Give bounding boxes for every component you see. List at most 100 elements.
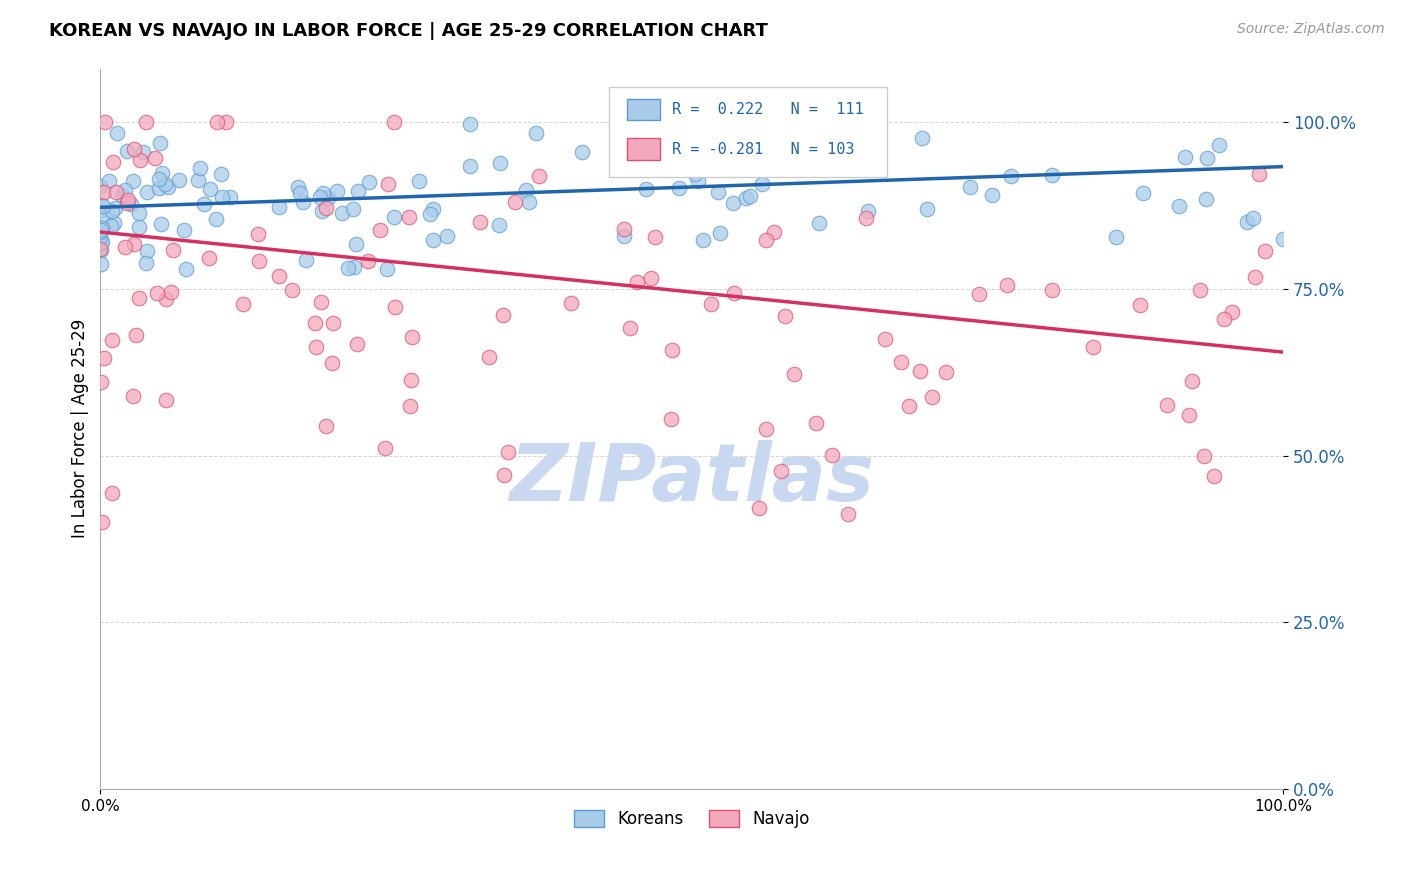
Point — [709, 226, 731, 240]
Point — [807, 215, 830, 229]
Point — [291, 194, 314, 209]
Point — [634, 182, 657, 196]
Point — [640, 270, 662, 285]
Point — [311, 186, 333, 200]
Point — [721, 196, 744, 211]
Point — [398, 211, 420, 225]
Point — [783, 367, 806, 381]
Point — [146, 285, 169, 300]
Point — [1083, 339, 1105, 353]
Point — [524, 126, 547, 140]
Point — [90, 235, 112, 250]
Point — [247, 254, 270, 268]
Point — [269, 268, 291, 283]
Point — [114, 240, 136, 254]
Point — [162, 243, 184, 257]
Point — [93, 199, 115, 213]
Point — [1271, 232, 1294, 246]
Point — [322, 316, 344, 330]
Point — [921, 390, 943, 404]
Point — [200, 182, 222, 196]
Point — [1156, 398, 1178, 412]
Point — [1220, 305, 1243, 319]
Point — [659, 412, 682, 426]
Point — [775, 158, 797, 172]
Point — [135, 185, 157, 199]
Point — [211, 190, 233, 204]
Point — [89, 230, 111, 244]
Point — [160, 285, 183, 300]
Point — [346, 337, 368, 351]
Point — [668, 180, 690, 194]
Point — [751, 177, 773, 191]
Point — [93, 185, 115, 199]
Point — [104, 201, 127, 215]
Point — [91, 220, 114, 235]
Point — [117, 193, 139, 207]
Point — [135, 115, 157, 129]
Point — [343, 260, 366, 274]
Point — [304, 316, 326, 330]
Point — [683, 167, 706, 181]
Point — [1236, 215, 1258, 229]
Point — [167, 173, 190, 187]
Point — [707, 185, 730, 199]
Point — [125, 328, 148, 343]
Point — [315, 419, 337, 434]
Point — [770, 464, 793, 478]
Point — [90, 196, 112, 211]
Point — [89, 178, 111, 193]
Point — [1192, 449, 1215, 463]
Point — [90, 257, 112, 271]
Point — [489, 156, 512, 170]
Point — [115, 144, 138, 158]
Point — [153, 177, 176, 191]
Point — [1167, 199, 1189, 213]
Point — [337, 261, 360, 276]
Point — [1254, 244, 1277, 259]
Point — [321, 356, 343, 370]
Point — [517, 194, 540, 209]
Point — [209, 167, 232, 181]
Point — [981, 187, 1004, 202]
FancyBboxPatch shape — [609, 87, 887, 177]
Point — [911, 130, 934, 145]
Point — [122, 174, 145, 188]
Point — [121, 389, 143, 403]
Point — [1197, 152, 1219, 166]
Point — [1189, 283, 1212, 297]
Point — [94, 115, 117, 129]
Point — [806, 417, 828, 431]
Point — [935, 365, 957, 379]
Point — [90, 243, 112, 257]
Point — [101, 333, 124, 347]
Point — [491, 308, 513, 322]
Point — [89, 243, 111, 257]
Point — [232, 297, 254, 311]
Point — [174, 261, 197, 276]
Point — [755, 233, 778, 247]
Point — [1105, 230, 1128, 244]
Point — [959, 180, 981, 194]
Bar — [627, 99, 659, 120]
Point — [311, 203, 333, 218]
Point — [890, 355, 912, 369]
Point — [94, 209, 117, 223]
Point — [135, 244, 157, 258]
Point — [107, 126, 129, 140]
Point — [128, 206, 150, 220]
Point — [90, 375, 112, 389]
Point — [1202, 468, 1225, 483]
Point — [103, 216, 125, 230]
Point — [724, 115, 747, 129]
Point — [101, 204, 124, 219]
Point — [644, 230, 666, 244]
Point — [214, 115, 236, 129]
Point — [773, 310, 796, 324]
Point — [155, 392, 177, 407]
Point — [738, 188, 761, 202]
Point — [128, 220, 150, 235]
Point — [494, 468, 516, 483]
Point — [858, 204, 880, 219]
Point — [128, 291, 150, 305]
